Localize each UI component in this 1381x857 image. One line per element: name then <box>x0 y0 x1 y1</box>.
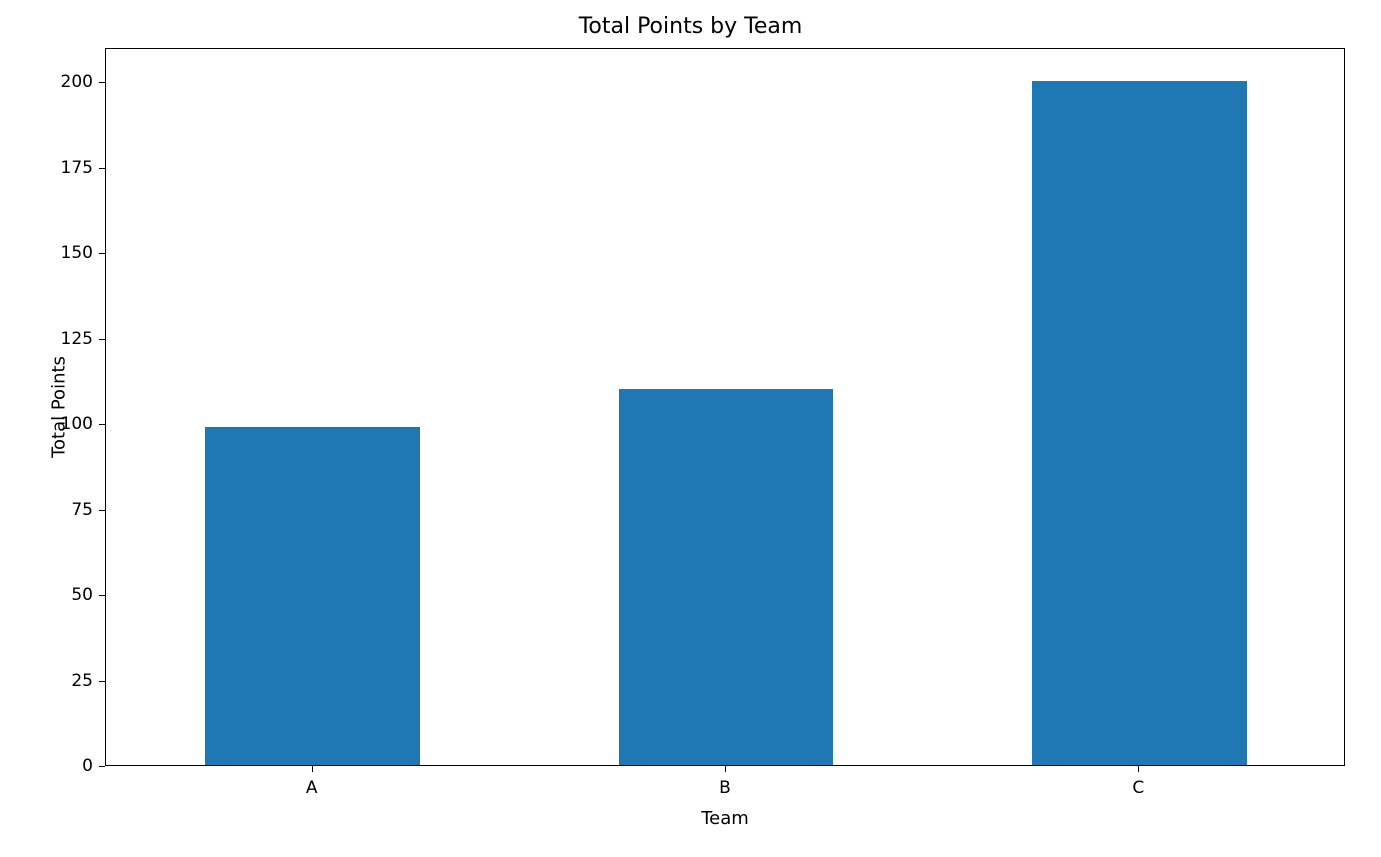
y-tick-label: 200 <box>61 72 93 92</box>
chart-title: Total Points by Team <box>0 14 1381 39</box>
y-tick-label: 100 <box>61 414 93 434</box>
bar <box>1032 81 1247 765</box>
plot-area <box>105 48 1345 766</box>
y-axis-label: Total Points <box>48 356 69 458</box>
x-tick-mark <box>1138 766 1139 772</box>
y-tick-label: 50 <box>71 585 93 605</box>
x-axis: Team A B C <box>105 766 1345 846</box>
x-tick-label: C <box>1132 778 1144 798</box>
bar <box>205 427 420 765</box>
y-tick-label: 75 <box>71 500 93 520</box>
y-tick-label: 175 <box>61 158 93 178</box>
y-tick-label: 0 <box>82 756 93 776</box>
x-tick-label: A <box>306 778 318 798</box>
y-tick-label: 25 <box>71 671 93 691</box>
x-tick-mark <box>725 766 726 772</box>
x-tick-mark <box>312 766 313 772</box>
x-axis-label: Team <box>701 808 749 829</box>
x-tick-label: B <box>719 778 731 798</box>
y-tick-label: 125 <box>61 329 93 349</box>
y-axis: Total Points 0255075100125150175200 <box>0 48 105 766</box>
y-tick-label: 150 <box>61 243 93 263</box>
chart-container: Total Points by Team Total Points 0 25 50 7… <box>0 0 1381 857</box>
bar <box>619 389 834 765</box>
